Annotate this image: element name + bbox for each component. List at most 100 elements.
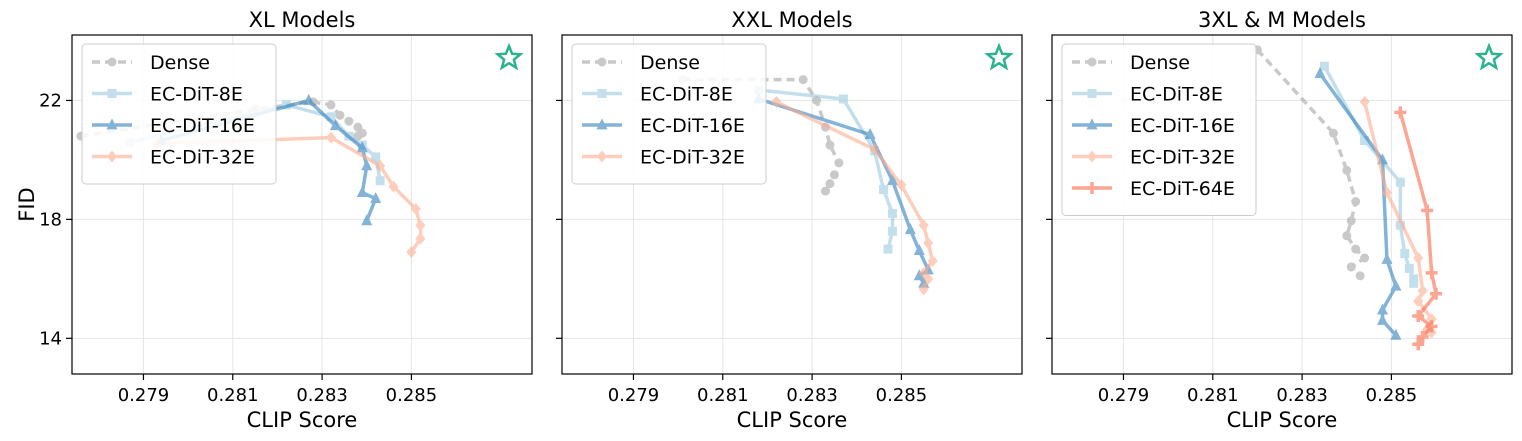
data-point <box>356 141 368 153</box>
data-point <box>1328 128 1338 138</box>
x-tick-label: 0.281 <box>207 385 259 406</box>
legend-item: EC-DiT-16E <box>582 115 745 137</box>
data-point <box>1430 287 1443 300</box>
data-point <box>879 185 889 195</box>
legend-label: Dense <box>150 52 210 74</box>
data-point <box>918 219 929 232</box>
legend: Dense EC-DiT-8E EC-DiT-16E EC-DiT-32E <box>571 43 767 185</box>
series-line <box>758 88 895 250</box>
legend-box <box>81 43 277 185</box>
data-point <box>886 174 898 186</box>
legend-marker <box>107 89 117 98</box>
data-point <box>771 95 782 108</box>
legend-box <box>571 43 767 185</box>
legend-label: EC-DiT-32E <box>150 147 255 169</box>
data-point <box>1314 67 1326 79</box>
data-point <box>1319 61 1329 71</box>
data-point <box>361 214 373 226</box>
legend-item: EC-DiT-8E <box>1072 84 1223 106</box>
data-point <box>353 131 363 141</box>
series-ec-dit-8e <box>754 85 897 254</box>
legend-item: EC-DiT-32E <box>92 147 255 169</box>
legend-swatch <box>1072 89 1112 98</box>
legend-marker <box>1087 57 1097 67</box>
legend-label: EC-DiT-8E <box>150 84 243 106</box>
data-point <box>1395 220 1405 230</box>
data-point <box>344 116 354 126</box>
legend-swatch <box>92 89 132 98</box>
data-point <box>325 131 337 144</box>
legend-label: Dense <box>1130 52 1190 74</box>
chart-panel-2: 0.279 0.281 0.283 0.285 XXL Models CLIP Score… <box>556 8 1023 432</box>
x-tick-label: 0.279 <box>608 385 660 406</box>
x-tick-label: 0.285 <box>386 385 438 406</box>
data-point <box>406 246 417 259</box>
legend-marker <box>106 150 118 163</box>
series-line <box>1256 48 1367 278</box>
chart-panel-1: 0.279 0.281 0.283 0.285 14 18 22 XL Models CLIP … <box>15 8 533 432</box>
x-tick-label: 0.285 <box>1366 385 1418 406</box>
data-point <box>375 176 385 186</box>
legend-item: EC-DiT-16E <box>1072 115 1235 137</box>
x-axis-label: CLIP Score <box>1227 408 1338 432</box>
y-tick-label: 22 <box>39 90 62 111</box>
legend-swatch <box>92 57 132 67</box>
legend-label: EC-DiT-64E <box>1130 178 1235 200</box>
data-point <box>370 191 382 203</box>
data-point <box>1412 310 1425 323</box>
data-point <box>927 255 938 267</box>
data-point <box>1413 295 1424 308</box>
legend-swatch <box>1072 57 1112 67</box>
x-tick-label: 0.283 <box>786 385 838 406</box>
x-tick-label: 0.283 <box>1276 385 1328 406</box>
data-point <box>1359 95 1370 108</box>
data-point <box>896 179 907 192</box>
series-ec-dit-64e <box>1394 106 1443 351</box>
legend-swatch <box>1072 182 1112 194</box>
x-axis-label: CLIP Score <box>247 408 358 432</box>
star-icon <box>1474 42 1504 71</box>
data-point <box>1342 231 1352 241</box>
series-ec-dit-32e <box>771 95 938 296</box>
x-tick-label: 0.279 <box>118 385 170 406</box>
data-point <box>1416 330 1429 343</box>
legend-item: EC-DiT-16E <box>92 115 255 137</box>
data-point <box>1400 249 1410 259</box>
data-point <box>829 170 839 180</box>
legend-item: EC-DiT-8E <box>582 84 733 106</box>
data-point <box>812 95 822 105</box>
data-point <box>869 143 880 156</box>
legend-swatch <box>582 89 622 98</box>
data-point <box>1426 312 1437 325</box>
data-point <box>415 232 426 245</box>
data-point <box>1390 328 1402 340</box>
chart-title: 3XL & M Models <box>1198 8 1366 32</box>
data-point <box>918 266 929 279</box>
legend-marker <box>596 118 608 130</box>
data-point <box>356 186 368 198</box>
legend-marker <box>1086 150 1098 163</box>
data-point <box>1381 186 1393 199</box>
x-tick-label: 0.281 <box>1187 385 1239 406</box>
legend-marker <box>107 57 117 67</box>
series-line <box>1362 101 1434 334</box>
data-point <box>1390 279 1402 291</box>
data-point <box>326 112 336 122</box>
data-point <box>1360 136 1370 146</box>
legend-item: Dense <box>582 52 700 74</box>
series-ec-dit-16e <box>753 92 934 288</box>
legend-item: EC-DiT-8E <box>92 84 243 106</box>
legend-swatch <box>582 150 622 163</box>
axes-frame <box>561 34 1023 375</box>
axes-frame <box>71 34 533 375</box>
legend-label: EC-DiT-32E <box>640 147 745 169</box>
legend-item: EC-DiT-64E <box>1072 178 1235 200</box>
data-point <box>913 243 925 255</box>
data-point <box>918 283 929 296</box>
data-point <box>303 93 315 105</box>
data-point <box>883 244 893 254</box>
data-point <box>326 100 336 110</box>
legend-swatch <box>92 118 132 130</box>
star-icon <box>494 42 524 71</box>
